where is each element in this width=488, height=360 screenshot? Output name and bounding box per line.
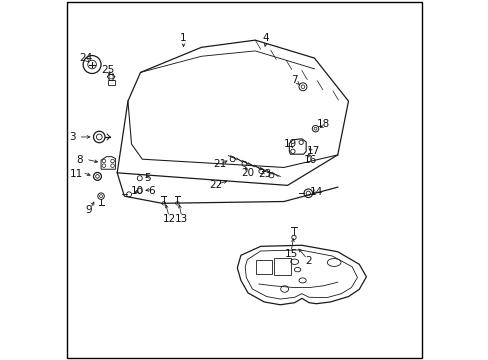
Text: 21: 21 [212,159,225,169]
Text: 22: 22 [209,180,222,190]
Bar [255,260,271,274]
Bar [273,258,290,275]
Text: 23: 23 [258,168,271,179]
Text: 2: 2 [305,256,312,266]
Text: 15: 15 [284,248,297,258]
Text: 6: 6 [148,186,154,196]
Text: 3: 3 [69,132,76,142]
Text: 11: 11 [69,168,82,179]
Text: 16: 16 [304,155,317,165]
Text: 19: 19 [283,139,296,149]
Text: 13: 13 [175,215,188,224]
Text: 7: 7 [291,75,297,85]
Text: 14: 14 [309,187,322,197]
Text: 4: 4 [262,33,269,43]
Bar [107,80,115,85]
Text: 20: 20 [241,168,254,178]
Text: 17: 17 [306,145,319,156]
Text: 1: 1 [180,33,186,43]
Text: 24: 24 [79,53,92,63]
Text: 9: 9 [85,206,92,216]
Text: 18: 18 [316,120,329,129]
Text: 12: 12 [162,215,176,224]
Text: 5: 5 [144,173,151,183]
Text: 10: 10 [130,186,143,197]
Text: 8: 8 [76,155,82,165]
Text: 25: 25 [102,64,115,75]
